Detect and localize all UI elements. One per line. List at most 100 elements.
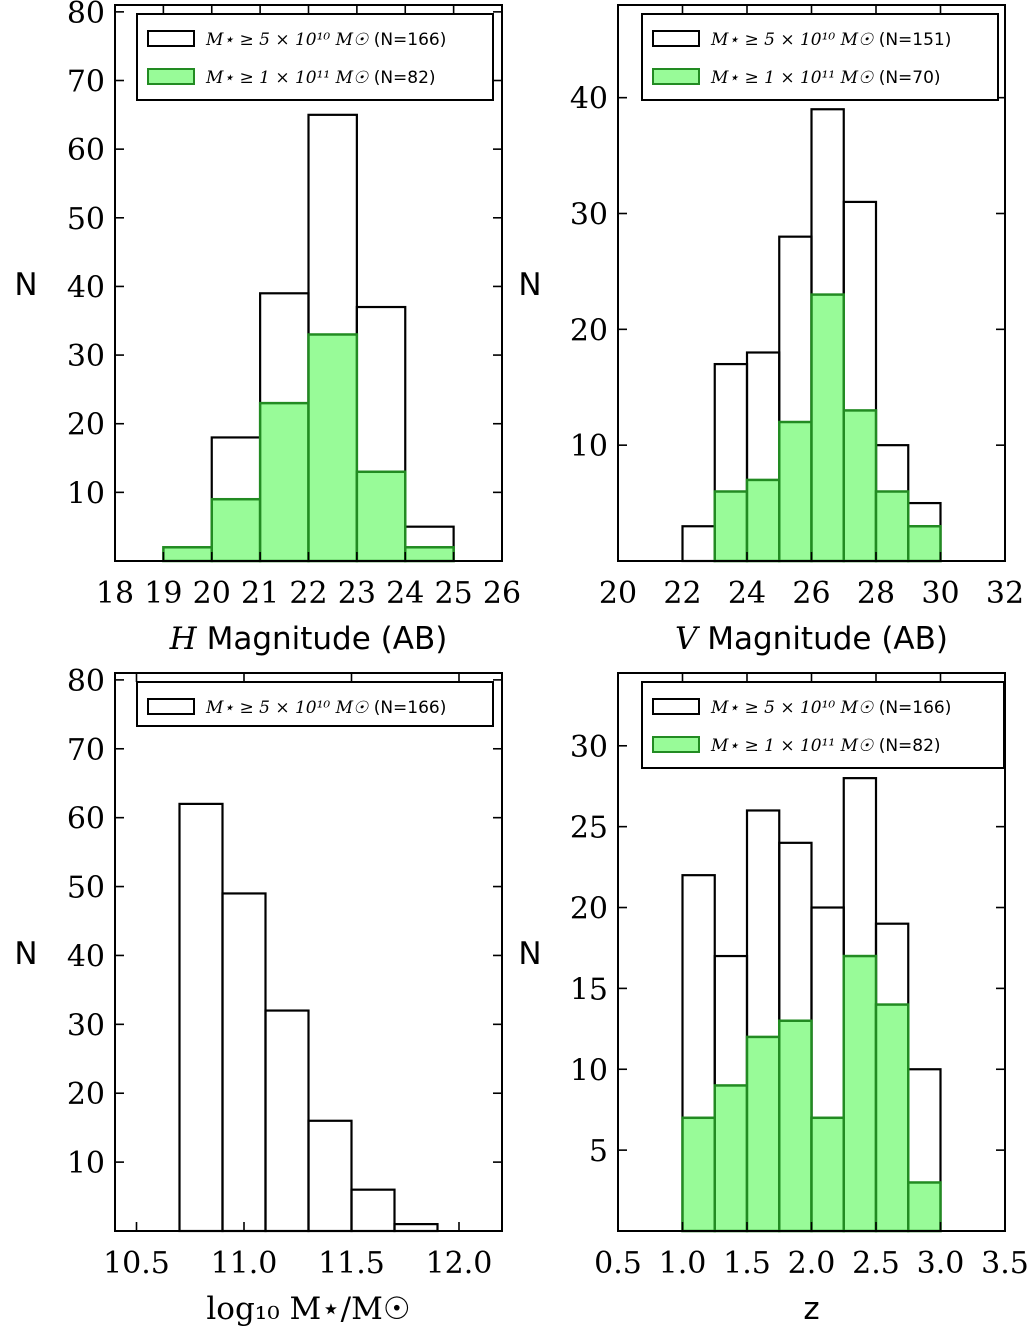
y-tick-label: 20 (67, 408, 105, 443)
bar (221, 892, 267, 1233)
y-tick-label: 30 (570, 198, 608, 233)
x-tick-label: 26 (792, 576, 830, 611)
x-tick-label: 23 (338, 576, 376, 611)
x-tick-label: 20 (599, 576, 637, 611)
x-tick-label: 12.0 (426, 1246, 493, 1281)
series-2-filled (681, 954, 942, 1233)
y-tick-label: 70 (67, 733, 105, 768)
legend-label: M⋆ ≥ 1 × 10¹¹ M☉ (N=82) (710, 736, 941, 756)
x-axis-label: V Magnitude (AB) (675, 621, 948, 657)
y-tick-label: 30 (67, 339, 105, 374)
x-tick-label: 18 (96, 576, 134, 611)
legend-swatch (652, 30, 700, 47)
chart-panel-1: 18 19 20 21 22 23 24 25 26 10 20 30 40 50 60 70 80 N H Mag… (14, 0, 521, 657)
y-tick-label: 50 (67, 871, 105, 906)
y-tick-label: 20 (570, 892, 608, 927)
x-tick-label: 3.0 (917, 1246, 965, 1281)
x-tick-label: 28 (857, 576, 895, 611)
legend-box (641, 681, 1005, 769)
legend-swatch (147, 30, 195, 47)
legend-label: M⋆ ≥ 1 × 10¹¹ M☉ (N=82) (205, 68, 436, 88)
y-tick-label: 10 (570, 1053, 608, 1088)
x-tick-label: 21 (241, 576, 279, 611)
y-tick-label: 30 (67, 1008, 105, 1043)
bar (681, 1116, 716, 1233)
legend-label: M⋆ ≥ 5 × 10¹⁰ M☉ (N=166) (205, 698, 446, 718)
bar (745, 1035, 781, 1233)
bar (210, 497, 262, 563)
bar (778, 420, 813, 563)
y-tick-label: 40 (570, 82, 608, 117)
y-tick-label: 10 (570, 429, 608, 464)
bar (842, 409, 878, 563)
bar (393, 1223, 439, 1233)
bar (681, 525, 716, 563)
y-axis-label: N (14, 267, 37, 303)
x-tick-label: 30 (921, 576, 959, 611)
x-tick-label: 22 (289, 576, 327, 611)
y-tick-label: 40 (67, 270, 105, 305)
x-tick-label: 10.5 (103, 1246, 170, 1281)
x-tick-label: 0.5 (594, 1246, 642, 1281)
bar (307, 1119, 353, 1233)
y-tick-label: 30 (570, 730, 608, 765)
bar (907, 1181, 942, 1233)
legend-label: M⋆ ≥ 5 × 10¹⁰ M☉ (N=166) (205, 30, 446, 50)
y-tick-label: 60 (67, 133, 105, 168)
series-2-filled (713, 293, 942, 563)
legend-label: M⋆ ≥ 5 × 10¹⁰ M☉ (N=151) (710, 30, 951, 50)
bar (258, 401, 310, 563)
legend-swatch (652, 698, 700, 715)
bar (355, 470, 407, 563)
x-tick-label: 25 (435, 576, 473, 611)
x-tick-label: 32 (986, 576, 1024, 611)
legend-box (641, 13, 999, 101)
bar (350, 1188, 396, 1233)
y-tick-label: 25 (570, 811, 608, 846)
bar (810, 1116, 845, 1233)
bar (810, 293, 845, 563)
legend-box (136, 13, 494, 101)
legend: M⋆ ≥ 5 × 10¹⁰ M☉ (N=151) M⋆ ≥ 1 × 10¹¹ M☉… (641, 13, 999, 101)
y-tick-label: 40 (67, 939, 105, 974)
bar (874, 490, 910, 563)
x-tick-label: 24 (728, 576, 766, 611)
bar (842, 954, 878, 1233)
x-tick-label: 1.5 (723, 1246, 771, 1281)
bar (907, 525, 942, 563)
y-tick-label: 10 (67, 1146, 105, 1181)
x-tick-label: 2.0 (788, 1246, 836, 1281)
x-tick-label: 1.0 (659, 1246, 707, 1281)
y-tick-label: 80 (67, 0, 105, 31)
y-axis-label: N (518, 267, 541, 303)
x-tick-label: 24 (386, 576, 424, 611)
y-tick-label: 15 (570, 972, 608, 1007)
y-tick-label: 50 (67, 202, 105, 237)
y-tick-label: 5 (589, 1134, 608, 1169)
bar (874, 1003, 910, 1233)
x-tick-label: 11.5 (318, 1246, 385, 1281)
bar (713, 490, 749, 563)
legend-swatch (652, 736, 700, 753)
legend-label: M⋆ ≥ 5 × 10¹⁰ M☉ (N=166) (710, 698, 951, 718)
legend: M⋆ ≥ 5 × 10¹⁰ M☉ (N=166) M⋆ ≥ 1 × 10¹¹ M☉… (641, 681, 1005, 769)
legend: M⋆ ≥ 5 × 10¹⁰ M☉ (N=166) M⋆ ≥ 1 × 10¹¹ M☉… (136, 13, 494, 101)
x-tick-label: 19 (144, 576, 182, 611)
x-tick-label: 26 (483, 576, 521, 611)
series-1-outline (178, 802, 439, 1233)
y-tick-label: 60 (67, 802, 105, 837)
y-tick-label: 20 (570, 313, 608, 348)
x-axis-label: z (803, 1291, 819, 1327)
bar (404, 546, 455, 563)
x-tick-label: 3.5 (981, 1246, 1029, 1281)
chart-panel-2: 20 22 24 26 28 30 32 10 20 30 40 N V Magnitude (AB) M… (518, 4, 1024, 657)
bar (307, 333, 359, 563)
legend-box (136, 681, 494, 727)
y-tick-label: 80 (67, 664, 105, 699)
bar (162, 546, 213, 563)
plot-frame (114, 672, 503, 1232)
x-axis-label: H Magnitude (AB) (169, 621, 448, 657)
y-axis-label: N (518, 936, 541, 972)
